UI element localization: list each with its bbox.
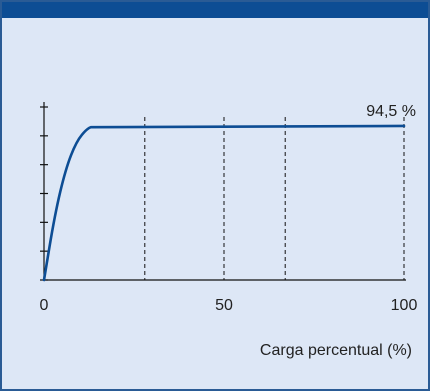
x-tick-label-50: 50 [215,297,233,314]
series-layer [42,124,406,282]
x-axis-label: Carga percentual (%) [260,342,412,359]
grid-layer [144,117,405,280]
efficiency-curve-0 [42,124,406,282]
x-tick-label-100: 100 [391,297,418,314]
axis-layer [43,102,406,281]
x-tick-label-0: 0 [40,297,49,314]
efficiency-annotation: 94,5 % [366,103,416,120]
x-tick-layer: 0 50 100 [40,297,418,314]
header-bar [2,2,428,18]
